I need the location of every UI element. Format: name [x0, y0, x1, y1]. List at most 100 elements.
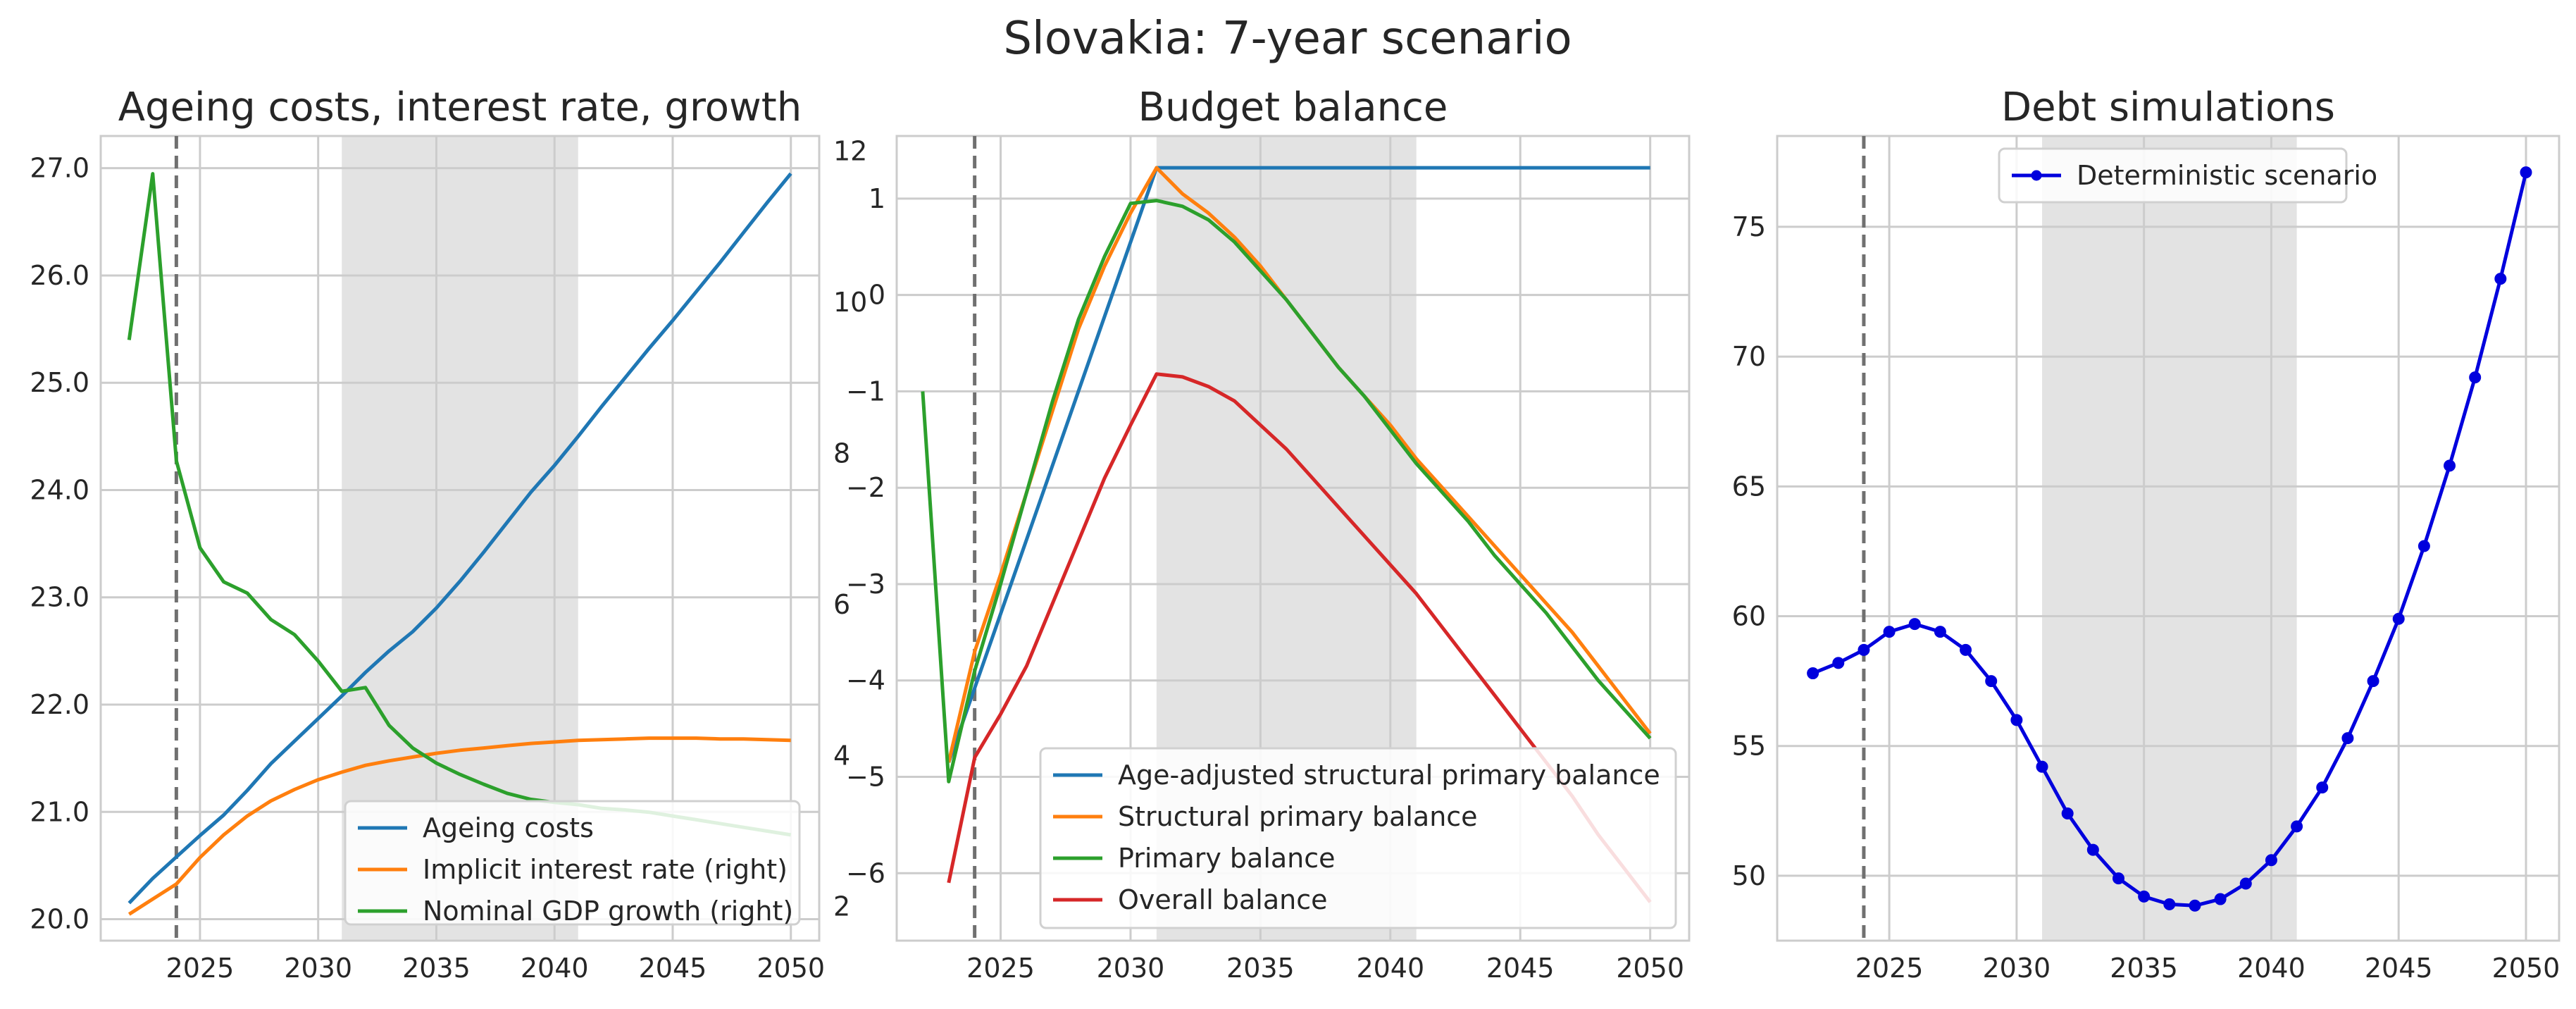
plot-frame [895, 135, 1691, 942]
y-tick-label: 75 [1732, 211, 1766, 242]
y2-tick-label: 2 [833, 891, 850, 922]
panel-title: Debt simulations [2001, 85, 2335, 130]
y2-tick-label: 4 [833, 740, 850, 771]
data-point [2036, 760, 2048, 773]
y-tick-label: 20.0 [30, 904, 89, 935]
y-tick-label: 27.0 [30, 153, 89, 184]
plot-frame [99, 135, 821, 942]
x-tick-label: 2050 [2492, 953, 2561, 984]
data-point [2520, 166, 2532, 179]
data-point [2291, 820, 2303, 833]
series-line-implicit-interest-rate-right- [127, 736, 791, 916]
x-tick-label: 2045 [2365, 953, 2433, 984]
shaded-period [2042, 136, 2297, 941]
legend: Ageing costs Implicit interest rate (righ… [344, 800, 801, 927]
x-tick-label: 2030 [1983, 953, 2051, 984]
y-tick-label: 55 [1732, 731, 1766, 762]
y-tick-label: 22.0 [30, 689, 89, 720]
legend: Deterministic scenario [1998, 147, 2377, 204]
y-tick-label: 50 [1732, 860, 1766, 891]
data-point [2469, 371, 2482, 384]
y-tick-label: −4 [846, 665, 885, 696]
data-point [2265, 854, 2277, 867]
y-tick-label: 25.0 [30, 367, 89, 398]
y-tick-label: 24.0 [30, 474, 89, 505]
x-tick-label: 2035 [402, 953, 471, 984]
legend-label: Overall balance [1118, 884, 1328, 915]
y2-tick-label: 10 [833, 287, 867, 318]
legend-marker [2031, 170, 2042, 181]
y-tick-label: −2 [846, 472, 885, 503]
plot-frame [1776, 135, 2561, 942]
data-point [1858, 643, 1870, 656]
y-tick-label: 23.0 [30, 582, 89, 613]
series-line-ageing-costs [127, 172, 792, 905]
legend-label: Ageing costs [423, 812, 594, 843]
budget-balance-panel: 2025 2030 2035 2040 2045 2050 −6 −5 −4 −3 −2 −1 0 1 Bu… [846, 85, 1691, 984]
x-tick-label: 2050 [1616, 953, 1684, 984]
data-point [2138, 890, 2151, 903]
data-point [1883, 626, 1896, 638]
y-tick-label: 70 [1732, 341, 1766, 372]
debt-simulations-panel: 2025 2030 2035 2040 2045 2050 50 55 60 65 70 75 Debt… [1732, 85, 2561, 984]
data-point [2086, 843, 2099, 856]
x-tick-label: 2025 [1855, 953, 1924, 984]
y-tick-label: 65 [1732, 471, 1766, 502]
y-tick-label: −6 [846, 858, 885, 889]
data-point [2444, 459, 2456, 472]
series-line-age-adjusted-structural-primary-balance [947, 166, 1650, 763]
x-tick-label: 2040 [2237, 953, 2306, 984]
y-tick-label: 60 [1732, 601, 1766, 632]
series-line-overall-balance [947, 372, 1652, 903]
y-tick-label: 1 [869, 183, 885, 214]
data-point [2316, 781, 2329, 794]
data-point [2239, 877, 2252, 890]
x-tick-label: 2025 [966, 953, 1035, 984]
y2-tick-label: 8 [833, 438, 850, 469]
data-point [2189, 899, 2201, 912]
x-tick-label: 2040 [1356, 953, 1424, 984]
x-tick-label: 2040 [521, 953, 589, 984]
data-point [1934, 626, 1946, 638]
panel-title: Budget balance [1138, 85, 1448, 130]
legend-label: Structural primary balance [1118, 801, 1478, 832]
x-tick-label: 2050 [757, 953, 825, 984]
y2-tick-label: 12 [833, 135, 867, 166]
legend-box [1039, 747, 1677, 929]
data-point [2494, 273, 2507, 285]
legend-label: Age-adjusted structural primary balance [1118, 760, 1660, 791]
x-tick-label: 2030 [1097, 953, 1165, 984]
data-point [2112, 872, 2124, 885]
data-point [2061, 807, 2074, 819]
x-tick-label: 2030 [284, 953, 352, 984]
figure-title: Slovakia: 7-year scenario [1003, 13, 1572, 65]
data-point [2163, 898, 2176, 910]
data-point [2214, 893, 2227, 905]
y-tick-label: −5 [846, 761, 885, 792]
y-tick-label: 0 [869, 280, 885, 311]
data-point [1960, 643, 1972, 656]
data-point [2341, 732, 2354, 745]
x-tick-label: 2035 [1226, 953, 1295, 984]
x-tick-label: 2045 [639, 953, 707, 984]
data-point [1908, 618, 1921, 631]
x-tick-label: 2045 [1486, 953, 1555, 984]
legend-label: Primary balance [1118, 843, 1336, 874]
data-point [1807, 667, 1819, 680]
y-tick-label: −1 [846, 376, 885, 407]
data-point [2367, 675, 2379, 688]
panel-title: Ageing costs, interest rate, growth [118, 85, 802, 130]
data-point [2392, 612, 2405, 625]
data-point [2418, 540, 2430, 552]
ageing-costs-panel: 2025 2030 2035 2040 2045 2050 20.0 21.0 22.0 23.0… [30, 85, 867, 984]
data-point [1985, 675, 1998, 688]
series-group [1807, 166, 2532, 912]
legend-label: Nominal GDP growth (right) [423, 896, 793, 927]
y2-tick-label: 6 [833, 589, 850, 620]
x-tick-label: 2025 [166, 953, 235, 984]
x-tick-label: 2035 [2110, 953, 2178, 984]
y-tick-label: −3 [846, 569, 885, 600]
legend: Age-adjusted structural primary balance S… [1039, 747, 1677, 929]
legend-box [344, 800, 801, 926]
